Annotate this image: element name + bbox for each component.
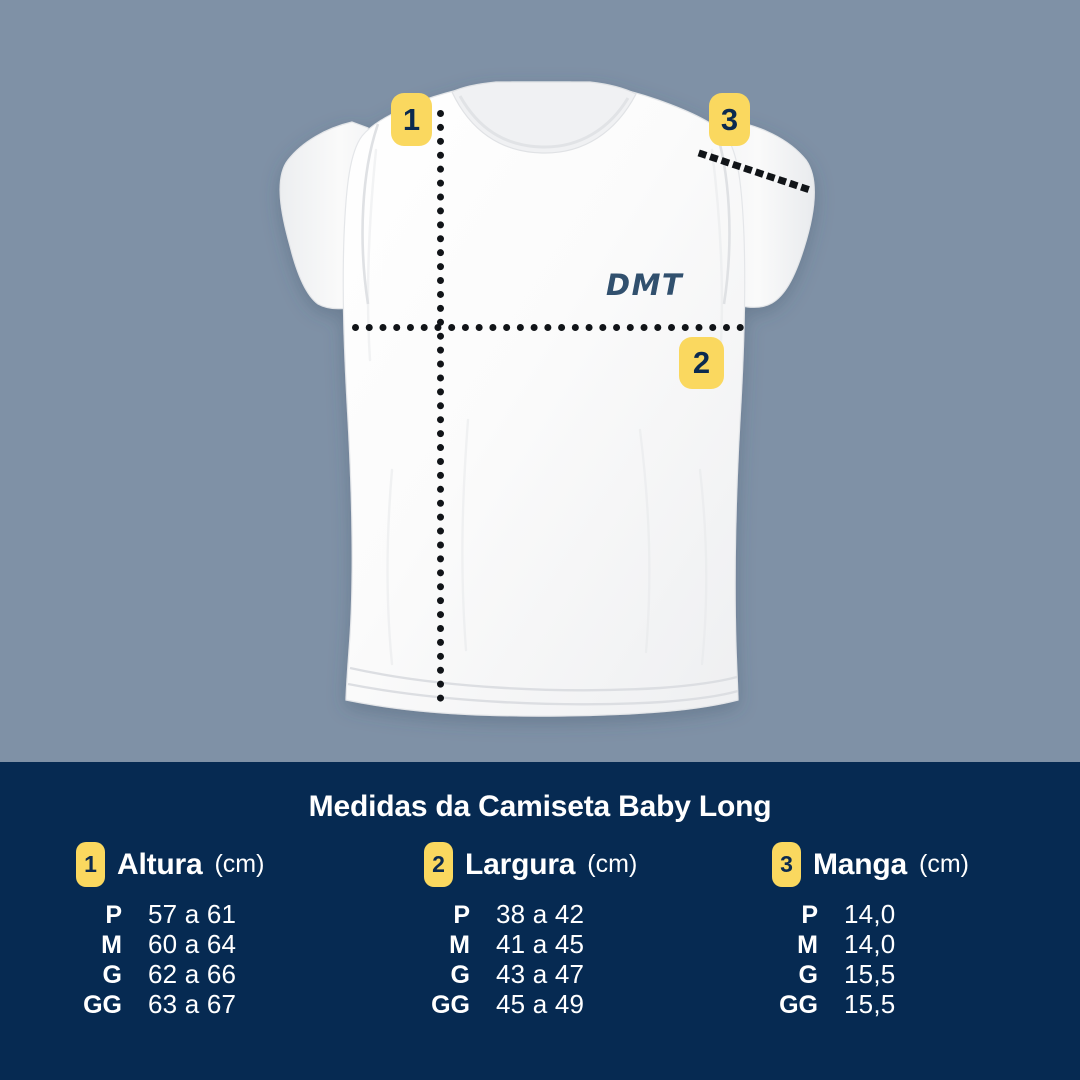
column-unit-largura: (cm)	[587, 850, 638, 878]
size-value: 45 a 49	[496, 989, 585, 1019]
measure-column-largura: 2 Largura (cm) P 38 a 42 M 41 a 45 G	[366, 842, 714, 1019]
size-label: M	[797, 931, 818, 959]
size-rows-manga: P 14,0 M 14,0 G 15,5 GG 15,5	[714, 899, 1062, 1019]
size-label: GG	[779, 991, 818, 1019]
table-row: G 43 a 47	[420, 959, 714, 989]
column-header-largura: 2 Largura (cm)	[366, 842, 714, 887]
size-label: GG	[431, 991, 470, 1019]
table-row: G 62 a 66	[72, 959, 366, 989]
photo-badge-manga[interactable]: 3	[709, 93, 750, 146]
column-header-manga: 3 Manga (cm)	[714, 842, 1062, 887]
size-value: 57 a 61	[148, 899, 237, 929]
photo-badge-largura[interactable]: 2	[679, 337, 724, 389]
measure-column-manga: 3 Manga (cm) P 14,0 M 14,0 G 15,5	[714, 842, 1062, 1019]
brand-print-dmt: DMT	[606, 268, 684, 302]
size-label: P	[105, 901, 122, 929]
size-label: M	[449, 931, 470, 959]
size-label: G	[102, 961, 122, 989]
panel-title: Medidas da Camiseta Baby Long	[308, 790, 772, 823]
legend-badge-1: 1	[76, 842, 105, 887]
column-unit-altura: (cm)	[214, 850, 265, 878]
size-value: 62 a 66	[148, 959, 237, 989]
table-row: GG 63 a 67	[72, 989, 366, 1019]
legend-badge-3: 3	[772, 842, 801, 887]
legend-badge-2: 2	[424, 842, 453, 887]
hem-stitch	[347, 666, 739, 706]
table-row: M 14,0	[768, 929, 1062, 959]
table-row: M 60 a 64	[72, 929, 366, 959]
measure-column-altura: 1 Altura (cm) P 57 a 61 M 60 a 64 G	[18, 842, 366, 1019]
table-row: GG 15,5	[768, 989, 1062, 1019]
table-row: M 41 a 45	[420, 929, 714, 959]
altura-guide-line	[437, 110, 444, 702]
size-value: 43 a 47	[496, 959, 585, 989]
table-row: P 38 a 42	[420, 899, 714, 929]
largura-guide-line	[352, 324, 744, 331]
size-value: 14,0	[844, 899, 896, 929]
garment-photo-area: 1 2 3 DMT	[279, 81, 818, 717]
size-value: 63 a 67	[148, 989, 237, 1019]
table-row: P 57 a 61	[72, 899, 366, 929]
table-row: GG 45 a 49	[420, 989, 714, 1019]
size-value: 15,5	[844, 989, 896, 1019]
size-rows-altura: P 57 a 61 M 60 a 64 G 62 a 66 GG 63 a 67	[18, 899, 366, 1019]
table-row: P 14,0	[768, 899, 1062, 929]
tshirt-illustration	[279, 81, 815, 717]
measurements-panel: Medidas da Camiseta Baby Long 1 Altura (…	[0, 762, 1080, 1080]
size-value: 41 a 45	[496, 929, 585, 959]
column-title-manga: Manga	[813, 847, 908, 881]
size-value: 38 a 42	[496, 899, 585, 929]
size-label: G	[450, 961, 470, 989]
size-label: M	[101, 931, 122, 959]
size-value: 60 a 64	[148, 929, 237, 959]
measurement-columns: 1 Altura (cm) P 57 a 61 M 60 a 64 G	[0, 842, 1080, 1019]
size-label: GG	[83, 991, 122, 1019]
size-value: 14,0	[844, 929, 896, 959]
size-label: G	[798, 961, 818, 989]
size-rows-largura: P 38 a 42 M 41 a 45 G 43 a 47 GG 45 a 49	[366, 899, 714, 1019]
shirt-torso	[342, 81, 746, 717]
collar-stitch	[458, 95, 630, 149]
shirt-body-group	[279, 81, 815, 717]
column-title-largura: Largura	[465, 847, 576, 881]
column-unit-manga: (cm)	[919, 850, 969, 878]
column-title-altura: Altura	[117, 847, 203, 881]
photo-badge-altura[interactable]: 1	[391, 93, 432, 146]
column-header-altura: 1 Altura (cm)	[18, 842, 366, 887]
size-label: P	[453, 901, 470, 929]
size-value: 15,5	[844, 959, 896, 989]
table-row: G 15,5	[768, 959, 1062, 989]
size-label: P	[801, 901, 818, 929]
